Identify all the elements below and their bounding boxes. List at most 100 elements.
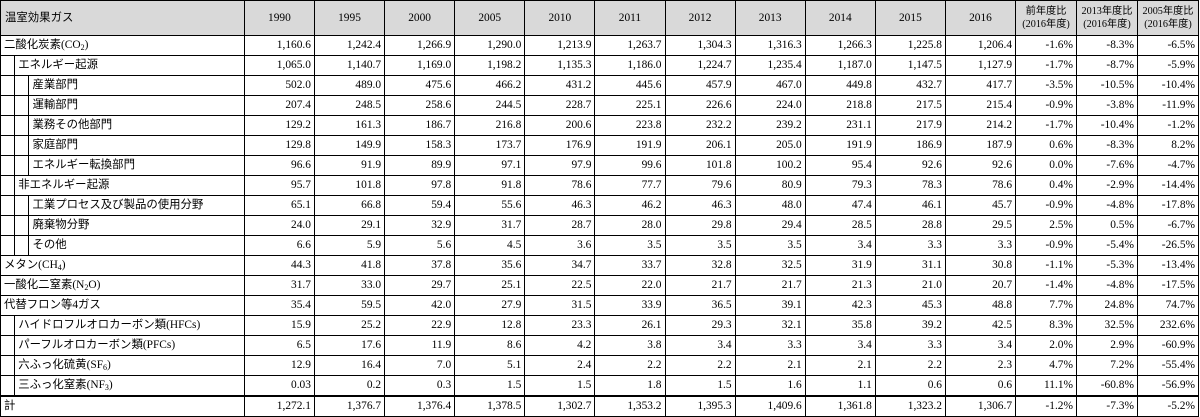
value-cell: 41.8 <box>313 255 386 276</box>
indent-spacer <box>0 215 16 236</box>
table-row: 産業部門 502.0 489.0 475.6 466.2 431.2 445.6… <box>0 75 1200 96</box>
row-label-industry: 産業部門 <box>28 75 245 96</box>
value-cell: 47.4 <box>804 195 876 216</box>
ratio-cell: -17.5% <box>1136 275 1200 296</box>
value-cell: 8.6 <box>454 335 526 356</box>
value-cell: 31.5 <box>524 295 596 316</box>
ratio-cell: -1.7% <box>1015 115 1077 136</box>
header-year-2011: 2011 <box>594 0 666 36</box>
ratio-cell: 0.0% <box>1015 155 1077 176</box>
label-subscript: 2 <box>80 43 85 52</box>
value-cell: 1,160.6 <box>243 35 315 56</box>
indent-spacer <box>0 95 16 116</box>
value-cell: 77.7 <box>594 175 666 196</box>
value-cell: 1,266.9 <box>384 35 456 56</box>
header-gas: 温室効果ガス <box>0 0 245 36</box>
value-cell: 3.5 <box>734 235 806 256</box>
ratio-cell: 2.5% <box>1015 215 1077 236</box>
ratio-cell: -60.8% <box>1076 375 1138 397</box>
value-cell: 3.4 <box>664 335 736 356</box>
value-cell: 449.8 <box>804 75 876 96</box>
value-cell: 92.6 <box>944 155 1017 176</box>
value-cell: 97.9 <box>524 155 596 176</box>
label-text-suffix: ) <box>61 259 66 271</box>
header-ratio-2005-line2: (2016年度) <box>1144 19 1192 30</box>
indent-spacer <box>14 95 30 116</box>
label-text: 六ふっ化硫黄(SF <box>18 359 104 371</box>
value-cell: 46.3 <box>664 195 736 216</box>
ratio-cell: -6.5% <box>1136 35 1200 56</box>
value-cell: 1,186.0 <box>594 55 666 76</box>
value-cell: 1,266.3 <box>804 35 876 56</box>
value-cell: 1,316.3 <box>734 35 806 56</box>
value-cell: 22.5 <box>524 275 596 296</box>
ratio-cell: -1.7% <box>1015 55 1077 76</box>
value-cell: 35.8 <box>804 315 876 336</box>
table-row: その他 6.6 5.9 5.6 4.5 3.6 3.5 3.5 3.5 3.4 … <box>0 235 1200 256</box>
value-cell: 1,225.8 <box>874 35 946 56</box>
row-label-fluorinated-gases: 代替フロン等4ガス <box>0 295 245 316</box>
value-cell: 1,272.1 <box>243 395 315 417</box>
value-cell: 3.4 <box>804 335 876 356</box>
ratio-cell: -3.5% <box>1015 75 1077 96</box>
ratio-cell: -8.3% <box>1076 135 1138 156</box>
ratio-cell: -6.7% <box>1136 215 1200 236</box>
ratio-cell: -3.8% <box>1076 95 1138 116</box>
value-cell: 0.2 <box>313 375 386 397</box>
value-cell: 29.5 <box>944 215 1017 236</box>
value-cell: 12.8 <box>454 315 526 336</box>
value-cell: 91.8 <box>454 175 526 196</box>
header-year-2013: 2013 <box>734 0 806 36</box>
ratio-cell: 232.6% <box>1136 315 1200 336</box>
value-cell: 191.9 <box>804 135 876 156</box>
value-cell: 34.7 <box>524 255 596 276</box>
table-row: メタン(CH4) 44.3 41.8 37.8 35.6 34.7 33.7 3… <box>0 255 1200 276</box>
row-label-co2: 二酸化炭素(CO2) <box>0 35 245 56</box>
value-cell: 1,353.2 <box>594 395 666 417</box>
header-ratio-2013-line2: (2016年度) <box>1083 19 1131 30</box>
value-cell: 3.3 <box>874 235 946 256</box>
table-row: 運輸部門 207.4 248.5 258.6 244.5 228.7 225.1… <box>0 95 1200 116</box>
value-cell: 28.8 <box>874 215 946 236</box>
value-cell: 32.1 <box>734 315 806 336</box>
value-cell: 1,242.4 <box>313 35 386 56</box>
value-cell: 29.1 <box>313 215 386 236</box>
value-cell: 28.5 <box>804 215 876 236</box>
label-text: 二酸化炭素(CO <box>4 39 81 51</box>
value-cell: 31.9 <box>804 255 876 276</box>
table-row: 非エネルギー起源 95.7 101.8 97.8 91.8 78.6 77.7 … <box>0 175 1200 196</box>
label-text: メタン(CH <box>4 259 58 271</box>
value-cell: 158.3 <box>384 135 456 156</box>
indent-spacer <box>0 135 16 156</box>
value-cell: 7.0 <box>384 355 456 376</box>
indent-spacer <box>0 115 16 136</box>
table-row: 二酸化炭素(CO2) 1,160.6 1,242.4 1,266.9 1,290… <box>0 35 1200 56</box>
ratio-cell: -10.4% <box>1136 75 1200 96</box>
value-cell: 32.8 <box>664 255 736 276</box>
value-cell: 80.9 <box>734 175 806 196</box>
header-ratio-2005-line1: 2005年度比 <box>1142 6 1194 17</box>
value-cell: 226.6 <box>664 95 736 116</box>
value-cell: 432.7 <box>874 75 946 96</box>
header-ratio-2013-line1: 2013年度比 <box>1081 6 1133 17</box>
value-cell: 1.5 <box>664 375 736 397</box>
value-cell: 3.6 <box>524 235 596 256</box>
value-cell: 29.3 <box>664 315 736 336</box>
indent-spacer <box>14 115 30 136</box>
value-cell: 191.9 <box>594 135 666 156</box>
value-cell: 1,147.5 <box>874 55 946 76</box>
value-cell: 29.4 <box>734 215 806 236</box>
value-cell: 2.4 <box>524 355 596 376</box>
row-label-non-energy-origin: 非エネルギー起源 <box>14 175 245 196</box>
value-cell: 79.3 <box>804 175 876 196</box>
value-cell: 218.8 <box>804 95 876 116</box>
value-cell: 244.5 <box>454 95 526 116</box>
ratio-cell: -0.9% <box>1015 95 1077 116</box>
label-subscript: 3 <box>104 383 109 392</box>
value-cell: 32.5 <box>734 255 806 276</box>
ratio-cell: -5.4% <box>1076 235 1138 256</box>
indent-spacer <box>0 175 16 196</box>
row-label-total: 計 <box>0 395 245 417</box>
value-cell: 3.5 <box>664 235 736 256</box>
ratio-cell: -10.5% <box>1076 75 1138 96</box>
